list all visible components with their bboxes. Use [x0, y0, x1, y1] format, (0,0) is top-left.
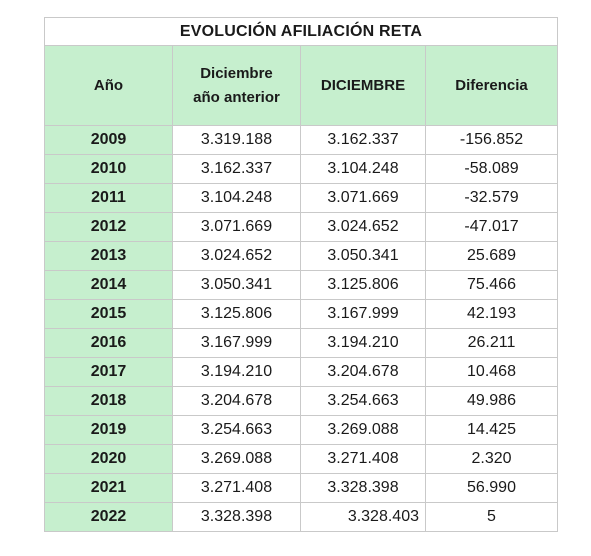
cell-diff: 14.425 [424, 415, 559, 445]
cell-diff: 49.986 [424, 386, 559, 416]
table-row: 2019 3.254.663 3.269.088 14.425 [44, 415, 559, 445]
cell-prev: 3.167.999 [172, 328, 301, 358]
table-row: 2022 3.328.398 3.328.403 5 [44, 502, 559, 532]
table-row: 2015 3.125.806 3.167.999 42.193 [44, 299, 559, 329]
header-prev-line1: Diciembre [200, 64, 273, 82]
table-title: EVOLUCIÓN AFILIACIÓN RETA [43, 17, 559, 46]
cell-current: 3.125.806 [300, 270, 426, 300]
cell-current: 3.024.652 [300, 212, 426, 242]
cell-current: 3.204.678 [300, 357, 426, 387]
cell-prev: 3.071.669 [172, 212, 301, 242]
cell-prev: 3.194.210 [172, 357, 301, 387]
cell-diff: -32.579 [424, 183, 559, 213]
cell-diff: -58.089 [424, 154, 559, 184]
cell-current: 3.271.408 [300, 444, 426, 474]
table-row: 2021 3.271.408 3.328.398 56.990 [44, 473, 559, 503]
cell-diff: 5 [424, 502, 559, 532]
afiliacion-table: EVOLUCIÓN AFILIACIÓN RETA Año Diciembre … [43, 17, 559, 532]
cell-prev: 3.104.248 [172, 183, 301, 213]
cell-diff: 42.193 [424, 299, 559, 329]
cell-year: 2014 [44, 270, 173, 300]
cell-year: 2012 [44, 212, 173, 242]
cell-prev: 3.024.652 [172, 241, 301, 271]
cell-year: 2018 [44, 386, 173, 416]
cell-year: 2019 [44, 415, 173, 445]
cell-diff: 10.468 [424, 357, 559, 387]
header-december: DICIEMBRE [300, 45, 426, 126]
header-difference: Diferencia [424, 45, 559, 126]
cell-prev: 3.269.088 [172, 444, 301, 474]
cell-prev: 3.125.806 [172, 299, 301, 329]
cell-prev: 3.050.341 [172, 270, 301, 300]
cell-year: 2011 [44, 183, 173, 213]
cell-diff: -47.017 [424, 212, 559, 242]
table-row: 2013 3.024.652 3.050.341 25.689 [44, 241, 559, 271]
cell-current: 3.167.999 [300, 299, 426, 329]
table-row: 2020 3.269.088 3.271.408 2.320 [44, 444, 559, 474]
cell-diff: 56.990 [424, 473, 559, 503]
table-row: 2010 3.162.337 3.104.248 -58.089 [44, 154, 559, 184]
cell-year: 2013 [44, 241, 173, 271]
table-row: 2012 3.071.669 3.024.652 -47.017 [44, 212, 559, 242]
cell-prev: 3.162.337 [172, 154, 301, 184]
cell-diff: -156.852 [424, 125, 559, 155]
cell-year: 2021 [44, 473, 173, 503]
cell-current: 3.071.669 [300, 183, 426, 213]
cell-year: 2016 [44, 328, 173, 358]
header-prev-line2: año anterior [193, 88, 280, 106]
cell-prev: 3.204.678 [172, 386, 301, 416]
cell-diff: 2.320 [424, 444, 559, 474]
header-year: Año [44, 45, 173, 126]
cell-current: 3.254.663 [300, 386, 426, 416]
cell-year: 2009 [44, 125, 173, 155]
table-row: 2014 3.050.341 3.125.806 75.466 [44, 270, 559, 300]
cell-current: 3.104.248 [300, 154, 426, 184]
cell-prev: 3.271.408 [172, 473, 301, 503]
cell-year: 2020 [44, 444, 173, 474]
cell-prev: 3.319.188 [172, 125, 301, 155]
cell-current: 3.328.398 [300, 473, 426, 503]
header-prev-december: Diciembre año anterior [172, 45, 301, 126]
cell-year: 2017 [44, 357, 173, 387]
cell-prev: 3.328.398 [172, 502, 301, 532]
table-row: 2016 3.167.999 3.194.210 26.211 [44, 328, 559, 358]
table-row: 2018 3.204.678 3.254.663 49.986 [44, 386, 559, 416]
cell-diff: 25.689 [424, 241, 559, 271]
cell-current: 3.050.341 [300, 241, 426, 271]
cell-year: 2010 [44, 154, 173, 184]
cell-current: 3.269.088 [300, 415, 426, 445]
table-row: 2009 3.319.188 3.162.337 -156.852 [44, 125, 559, 155]
cell-diff: 26.211 [424, 328, 559, 358]
cell-current: 3.162.337 [300, 125, 426, 155]
cell-diff: 75.466 [424, 270, 559, 300]
cell-year: 2015 [44, 299, 173, 329]
cell-prev: 3.254.663 [172, 415, 301, 445]
cell-current: 3.328.403 [300, 502, 426, 532]
table-row: 2017 3.194.210 3.204.678 10.468 [44, 357, 559, 387]
cell-year: 2022 [44, 502, 173, 532]
table-row: 2011 3.104.248 3.071.669 -32.579 [44, 183, 559, 213]
cell-current: 3.194.210 [300, 328, 426, 358]
